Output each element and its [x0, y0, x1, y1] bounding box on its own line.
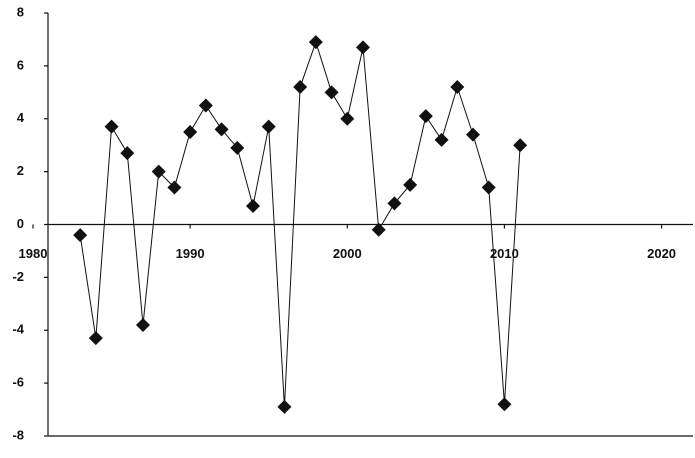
marker — [183, 124, 198, 139]
marker — [198, 98, 213, 113]
y-tick-label: 4 — [17, 110, 25, 125]
marker — [293, 80, 308, 95]
marker — [356, 40, 370, 55]
marker — [434, 132, 449, 147]
y-tick-label: -2 — [12, 269, 24, 284]
marker — [340, 111, 355, 126]
marker — [387, 196, 402, 211]
y-tick-label: 8 — [17, 4, 24, 19]
x-tick-label: 2020 — [647, 246, 676, 261]
marker — [418, 109, 433, 124]
marker — [277, 399, 292, 414]
marker — [246, 198, 260, 213]
marker — [167, 180, 182, 195]
marker — [308, 35, 323, 50]
y-tick-label: -4 — [12, 322, 24, 337]
marker — [513, 138, 528, 153]
y-tick-label: 0 — [17, 216, 24, 231]
marker — [230, 140, 245, 155]
y-tick-label: -8 — [12, 427, 24, 442]
marker — [104, 119, 119, 134]
marker — [120, 146, 135, 161]
marker — [214, 122, 229, 137]
y-tick-label: 2 — [17, 163, 24, 178]
marker — [73, 228, 88, 243]
marker — [481, 180, 496, 195]
x-tick-label: 2000 — [333, 246, 362, 261]
marker — [450, 80, 465, 95]
x-tick-label: 1980 — [19, 246, 48, 261]
marker — [497, 397, 512, 412]
y-tick-label: 6 — [17, 57, 24, 72]
marker — [261, 119, 276, 134]
marker — [136, 317, 150, 332]
marker — [151, 164, 166, 179]
marker — [88, 331, 103, 346]
y-tick-label: -6 — [12, 375, 24, 390]
marker — [403, 177, 418, 192]
marker — [324, 85, 339, 100]
x-tick-label: 2010 — [490, 246, 519, 261]
marker — [371, 222, 386, 237]
marker — [466, 127, 480, 142]
x-tick-label: 1990 — [176, 246, 205, 261]
